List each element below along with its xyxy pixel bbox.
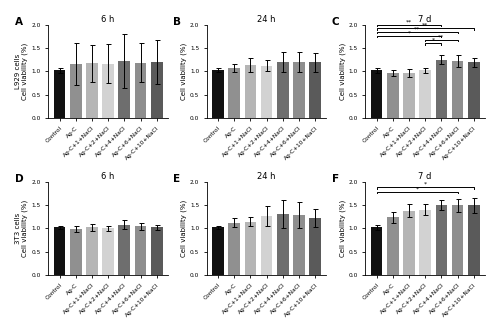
Bar (468, 63, 479, 118)
Title: 6 h: 6 h (102, 15, 115, 24)
Bar (86, 227, 98, 275)
Bar (277, 62, 288, 118)
Title: 6 h: 6 h (102, 172, 115, 181)
Bar (420, 70, 431, 118)
Bar (244, 65, 256, 118)
Text: *: * (424, 182, 426, 187)
Bar (310, 218, 321, 275)
Title: 24 h: 24 h (258, 15, 276, 24)
Bar (293, 215, 305, 275)
Bar (54, 227, 66, 275)
Text: *: * (408, 31, 410, 36)
Bar (371, 70, 382, 118)
Bar (228, 223, 240, 275)
Bar (387, 73, 398, 118)
Title: 24 h: 24 h (258, 172, 276, 181)
Bar (118, 61, 130, 118)
Y-axis label: Cell viability (%): Cell viability (%) (180, 43, 187, 100)
Text: **: ** (406, 20, 412, 25)
Bar (403, 73, 415, 118)
Bar (261, 216, 272, 275)
Bar (212, 227, 224, 275)
Bar (134, 63, 146, 118)
Y-axis label: Cell viability (%): Cell viability (%) (339, 43, 345, 100)
Text: C: C (332, 17, 340, 27)
Bar (244, 222, 256, 275)
Bar (468, 205, 479, 275)
Bar (452, 61, 464, 118)
Bar (228, 68, 240, 118)
Bar (70, 64, 82, 118)
Text: B: B (174, 17, 182, 27)
Y-axis label: Cell viability (%): Cell viability (%) (180, 200, 187, 257)
Bar (102, 64, 114, 118)
Text: **: ** (422, 23, 428, 28)
Bar (118, 225, 130, 275)
Y-axis label: Cell viability (%): Cell viability (%) (339, 200, 345, 257)
Bar (436, 205, 447, 275)
Text: D: D (15, 174, 24, 184)
Y-axis label: 3T3 cells
Cell viability (%): 3T3 cells Cell viability (%) (15, 200, 28, 257)
Text: **: ** (438, 34, 444, 39)
Title: 7 d: 7 d (418, 172, 432, 181)
Text: *: * (432, 38, 435, 43)
Bar (277, 214, 288, 275)
Bar (452, 205, 464, 275)
Bar (420, 210, 431, 275)
Text: F: F (332, 174, 339, 184)
Text: A: A (15, 17, 23, 27)
Bar (134, 226, 146, 275)
Bar (151, 62, 162, 118)
Bar (70, 229, 82, 275)
Title: 7 d: 7 d (418, 15, 432, 24)
Y-axis label: L929 cells
Cell viability (%): L929 cells Cell viability (%) (15, 43, 28, 100)
Bar (403, 211, 415, 275)
Bar (371, 227, 382, 275)
Bar (86, 63, 98, 118)
Bar (212, 70, 224, 118)
Bar (261, 66, 272, 118)
Bar (436, 60, 447, 118)
Bar (151, 227, 162, 275)
Bar (54, 70, 66, 118)
Bar (310, 63, 321, 118)
Text: E: E (174, 174, 180, 184)
Text: **: ** (414, 27, 420, 32)
Bar (102, 228, 114, 275)
Text: *: * (416, 186, 418, 191)
Bar (387, 217, 398, 275)
Bar (293, 62, 305, 118)
